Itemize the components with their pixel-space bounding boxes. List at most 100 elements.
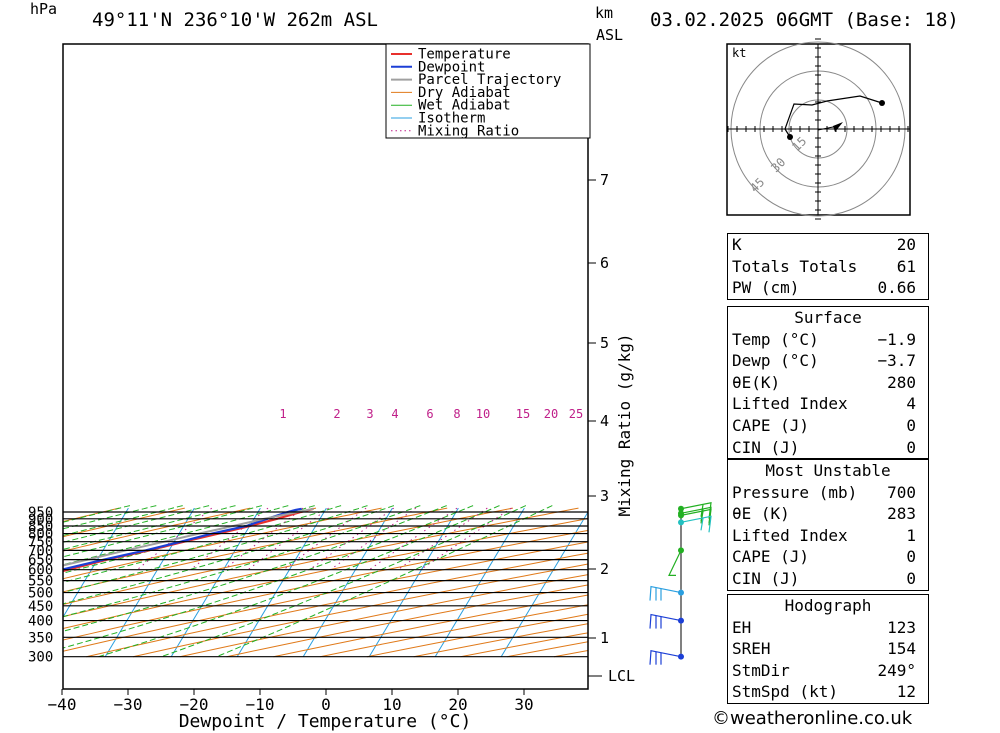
footer-credit[interactable]: ©weatheronline.co.uk <box>712 708 913 729</box>
mixing-ratio-label: 6 <box>426 407 433 421</box>
pressure-tick-label: 650 <box>28 553 53 569</box>
lcl-label: LCL <box>608 667 635 685</box>
row-value: 0 <box>906 568 916 588</box>
row-label: CAPE (J) <box>732 547 810 567</box>
hodograph-unit: kt <box>732 46 746 60</box>
dry-adiabat-line <box>179 574 588 658</box>
wind-barb-flag <box>700 511 704 524</box>
legend-label: Dewpoint <box>418 59 485 75</box>
most-unstable-table: Most Unstable Pressure (mb) 700 θE (K) 283 L… <box>727 459 929 591</box>
wind-barb <box>649 649 682 665</box>
mixing-ratio-axis-label: Mixing Ratio (g/kg) <box>615 333 634 516</box>
wind-barb <box>668 550 682 576</box>
table-row: PW (cm) 0.66 <box>728 277 928 299</box>
mixing-ratio-label: 1 <box>279 407 286 421</box>
table-row: Totals Totals 61 <box>728 256 928 278</box>
row-label: Lifted Index <box>732 525 848 545</box>
dry-adiabat-line <box>63 507 382 580</box>
row-label: Lifted Index <box>732 394 848 414</box>
pressure-tick-label: 750 <box>28 535 53 551</box>
km-tick-label: 1 <box>600 629 609 647</box>
table-row: K 20 <box>728 234 928 256</box>
table-row: Lifted Index 1 <box>728 525 928 547</box>
wind-barb <box>680 515 712 533</box>
mixing-ratio-label: 8 <box>453 407 460 421</box>
row-value: 123 <box>887 617 916 637</box>
table-row: Dewp (°C) −3.7 <box>728 350 928 372</box>
x-tick-label: 10 <box>382 695 401 714</box>
pressure-tick-label: 500 <box>28 586 53 602</box>
row-value: 0 <box>906 547 916 567</box>
dry-adiabat-line <box>63 507 448 593</box>
mixing-ratio-label: 25 <box>569 407 583 421</box>
row-value: 0.66 <box>877 278 916 298</box>
isotherm-line <box>302 507 393 657</box>
mixing-ratio-line <box>283 507 367 571</box>
row-value: 283 <box>887 504 916 524</box>
dry-adiabat-line <box>63 518 588 630</box>
dry-adiabat-line <box>320 604 588 658</box>
row-value: 20 <box>896 235 916 254</box>
table-row: StmDir 249° <box>728 660 928 682</box>
row-value: −1.9 <box>877 329 916 349</box>
row-label: Totals Totals <box>732 256 858 276</box>
row-label: EH <box>732 617 752 637</box>
km-tick-label: 3 <box>600 487 609 505</box>
mixing-ratio-label: 15 <box>516 407 530 421</box>
location-title: 49°11'N 236°10'W 262m ASL <box>92 9 378 31</box>
mixing-ratio-label: 10 <box>476 407 490 421</box>
pressure-tick-label: 550 <box>28 574 53 590</box>
wind-barb <box>649 585 682 601</box>
hodograph-rows: EH 123 SREH 154 StmDir 249° StmSpd (kt) 12 <box>728 617 928 703</box>
pressure-tick-label: 450 <box>28 599 53 615</box>
pressure-tick-label: 950 <box>28 505 53 521</box>
wet-adiabat-line <box>63 505 210 543</box>
row-label: Pressure (mb) <box>732 482 858 502</box>
isotherm-line <box>104 507 195 657</box>
table-row: Lifted Index 4 <box>728 393 928 415</box>
mixing-ratio-line <box>309 507 395 571</box>
dry-adiabat-line <box>63 507 513 605</box>
row-label: CIN (J) <box>732 568 800 588</box>
pressure-tick-label: 900 <box>28 512 53 528</box>
row-label: θE(K) <box>732 372 781 392</box>
surface-rows: Temp (°C) −1.9 Dewp (°C) −3.7 θE(K) 280 Lifted… <box>728 329 928 459</box>
legend-label: Isotherm <box>418 111 485 127</box>
table-row: Pressure (mb) 700 <box>728 482 928 504</box>
wind-barb-staff <box>680 515 712 533</box>
dry-adiabat-line <box>63 529 588 641</box>
x-tick-label: 30 <box>514 695 533 714</box>
isotherm-line <box>368 507 459 657</box>
table-row: CIN (J) 0 <box>728 437 928 459</box>
hodograph-table: Hodograph EH 123 SREH 154 StmDir 249° StmSpd (… <box>727 594 929 704</box>
dry-adiabat-line <box>132 563 588 658</box>
km-tick-label: 7 <box>600 171 609 189</box>
wind-barb-staff <box>649 613 682 629</box>
x-tick-label: −30 <box>114 695 143 714</box>
surface-title: Surface <box>794 308 862 327</box>
wind-barb <box>680 508 712 526</box>
row-label: K <box>732 235 742 254</box>
row-label: CIN (J) <box>732 437 800 457</box>
km-tick-label: 6 <box>600 254 609 272</box>
isotherm-line <box>434 507 525 657</box>
row-label: θE (K) <box>732 504 790 524</box>
mixing-ratio-label: 2 <box>333 407 340 421</box>
km-tick-label: 5 <box>600 334 609 352</box>
row-value: −3.7 <box>877 351 916 371</box>
isotherm-line <box>63 507 129 619</box>
asl-label: ASL <box>596 26 624 44</box>
wind-barb-staff <box>668 550 682 576</box>
row-label: StmDir <box>732 660 790 680</box>
most-unstable-rows: Pressure (mb) 700 θE (K) 283 Lifted Index 1 CA… <box>728 482 928 590</box>
x-tick-label: −40 <box>48 695 77 714</box>
pressure-tick-label: 850 <box>28 519 53 535</box>
mixing-ratio-line <box>247 507 329 571</box>
row-value: 0 <box>906 415 916 435</box>
wind-barb-staff <box>649 585 682 601</box>
hodograph-end-dot <box>879 100 885 106</box>
row-label: SREH <box>732 639 771 659</box>
hodograph-title: Hodograph <box>784 596 872 615</box>
x-tick-label: −10 <box>246 695 275 714</box>
table-row: EH 123 <box>728 617 928 639</box>
